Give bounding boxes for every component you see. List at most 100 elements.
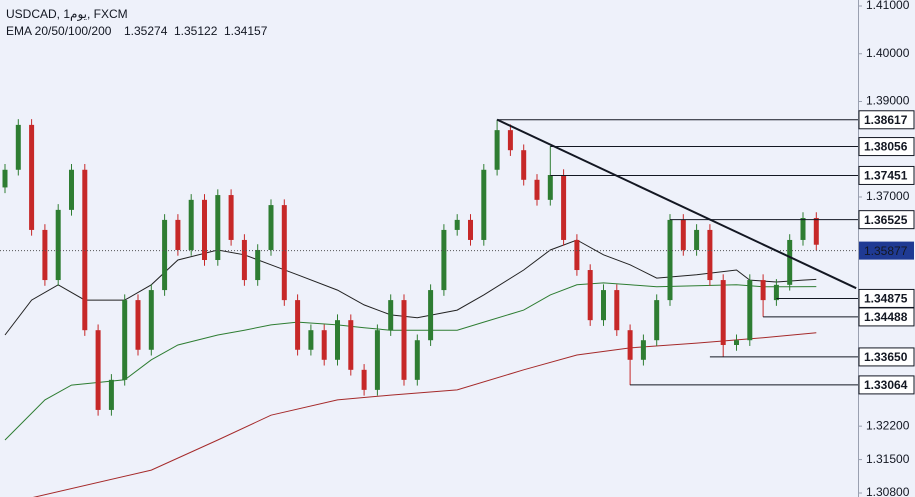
candle-body bbox=[42, 229, 48, 281]
candle-body bbox=[361, 369, 367, 390]
candle-body bbox=[148, 290, 154, 350]
candle-body bbox=[215, 195, 221, 261]
level-label-box bbox=[858, 137, 915, 157]
candle-body bbox=[587, 270, 593, 321]
candle-body bbox=[82, 169, 88, 331]
y-tick-label: 1.30800 bbox=[866, 485, 910, 497]
candle-body bbox=[720, 280, 726, 345]
candle-body bbox=[468, 219, 473, 240]
candle-body bbox=[295, 300, 301, 350]
y-tick-label: 1.41000 bbox=[866, 0, 910, 12]
candle-body bbox=[401, 300, 407, 380]
y-tick-label: 1.40000 bbox=[866, 46, 910, 60]
candle-body bbox=[55, 209, 61, 281]
plot-area bbox=[0, 118, 858, 497]
candle-body bbox=[202, 199, 207, 261]
symbol: USDCAD, 1يوم, FXCM bbox=[6, 7, 128, 21]
candle-body bbox=[813, 217, 819, 245]
candle-body bbox=[707, 229, 713, 281]
header: USDCAD, 1يوم, FXCM EMA 20/50/100/200 1.3… bbox=[6, 7, 268, 38]
candle-body bbox=[547, 175, 553, 200]
trend-line bbox=[496, 118, 857, 290]
candle-body bbox=[108, 379, 114, 410]
candle-body bbox=[414, 340, 420, 380]
level-label-box bbox=[858, 347, 915, 367]
level-label-box bbox=[858, 210, 915, 230]
y-tick-label: 1.39000 bbox=[866, 94, 910, 108]
level-label-box bbox=[858, 165, 915, 185]
candle-body bbox=[428, 290, 434, 341]
level-label: 1.33650 bbox=[864, 350, 908, 364]
candle-body bbox=[122, 300, 128, 380]
candle-body bbox=[135, 300, 141, 350]
candle-body bbox=[534, 179, 540, 200]
candle-body bbox=[574, 239, 580, 271]
last-price-box bbox=[859, 241, 914, 260]
level-label: 1.34875 bbox=[864, 292, 908, 306]
level-label-box bbox=[858, 375, 915, 395]
level-label: 1.36525 bbox=[864, 213, 908, 227]
ema-line bbox=[4, 282, 817, 441]
candle-body bbox=[308, 330, 314, 350]
candle-body bbox=[747, 280, 753, 341]
y-tick-label: 1.32200 bbox=[866, 418, 910, 432]
level-label-box bbox=[858, 110, 915, 130]
candle-body bbox=[494, 130, 500, 170]
candle-body bbox=[773, 284, 779, 301]
level-label: 1.37451 bbox=[864, 169, 908, 183]
candle-body bbox=[787, 239, 793, 285]
candle-body bbox=[95, 330, 101, 410]
candle-body bbox=[241, 239, 247, 281]
candle-body bbox=[734, 340, 739, 345]
candle-body bbox=[2, 169, 8, 188]
candle-body bbox=[507, 130, 513, 151]
candle-body bbox=[627, 330, 633, 360]
ema-value: 1.35122 bbox=[174, 24, 218, 38]
candle-body bbox=[321, 330, 327, 360]
last-price-label: 1.35877 bbox=[864, 244, 908, 258]
candle-body bbox=[175, 219, 181, 250]
level-label-box bbox=[858, 307, 915, 327]
candle-body bbox=[694, 229, 700, 250]
candle-body bbox=[29, 124, 35, 230]
candle-body bbox=[255, 249, 261, 281]
ema-line bbox=[32, 332, 817, 497]
candle-body bbox=[601, 290, 606, 321]
candle-body bbox=[268, 205, 274, 250]
candle-body bbox=[760, 280, 766, 301]
level-label: 1.33064 bbox=[864, 378, 908, 392]
candle-body bbox=[188, 199, 194, 250]
ema-value: 1.34157 bbox=[224, 24, 268, 38]
candle-body bbox=[374, 330, 380, 390]
candle-body bbox=[481, 169, 487, 240]
candle-body bbox=[281, 205, 287, 301]
candle-body bbox=[614, 290, 620, 331]
y-tick-label: 1.37000 bbox=[866, 189, 910, 203]
candle-body bbox=[800, 217, 806, 240]
candle-body bbox=[654, 300, 660, 341]
candle-body bbox=[454, 219, 460, 230]
level-label: 1.38617 bbox=[864, 113, 908, 127]
candle-body bbox=[335, 320, 340, 360]
candle-body bbox=[69, 169, 74, 210]
indicator: EMA 20/50/100/200 bbox=[6, 24, 112, 38]
candle-body bbox=[441, 229, 447, 291]
candle-body bbox=[228, 195, 234, 240]
candle-body bbox=[348, 320, 354, 370]
candle-body bbox=[521, 150, 527, 180]
level-label: 1.34488 bbox=[864, 310, 908, 324]
candle-body bbox=[162, 219, 168, 291]
candle-body bbox=[680, 219, 686, 250]
level-label: 1.38056 bbox=[864, 140, 908, 154]
candle-body bbox=[667, 219, 673, 301]
ema-value: 1.35274 bbox=[124, 24, 168, 38]
candle-body bbox=[15, 124, 21, 170]
price-axis: 1.41000 1.40000 1.39000 1.37000 1.32200 1.315… bbox=[858, 0, 915, 497]
candle-body bbox=[388, 300, 394, 331]
candle-body bbox=[561, 175, 567, 240]
y-tick-label: 1.31500 bbox=[866, 452, 910, 466]
candle-body bbox=[640, 340, 646, 360]
